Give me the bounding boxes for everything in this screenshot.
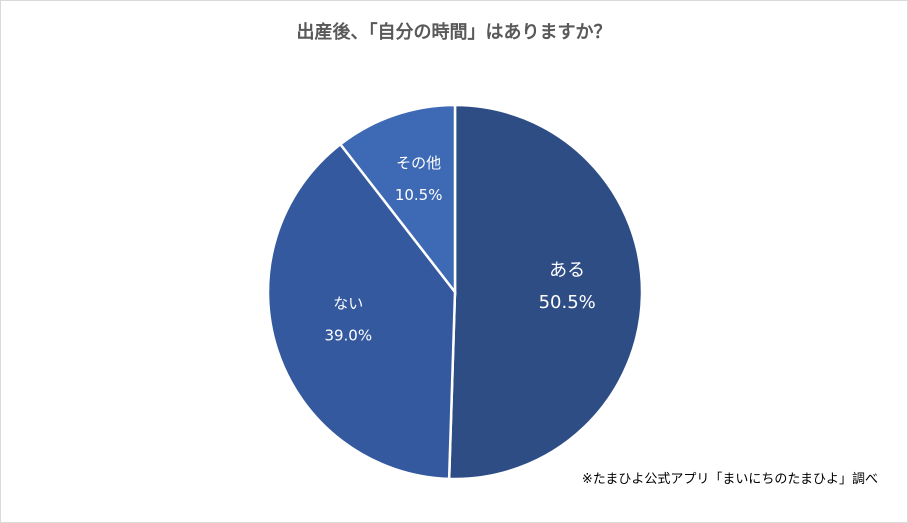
source-note: ※たまひよ公式アプリ「まいにちのたまひよ」調べ [581,472,878,487]
pie-slice-2 [338,103,457,296]
pie-value-1: 39.0% [324,327,372,345]
pie-value-0: 50.5% [539,292,596,313]
pie-slice-1 [266,142,457,481]
pie-value-2: 10.5% [395,186,443,204]
pie-label-1: ない [333,295,363,313]
pie-label-2: その他 [396,154,441,172]
pie-slice-0 [447,103,644,481]
chart-title: 出産後、「自分の時間」はありますか？ [296,22,612,43]
pie-label-0: ある [549,260,585,281]
